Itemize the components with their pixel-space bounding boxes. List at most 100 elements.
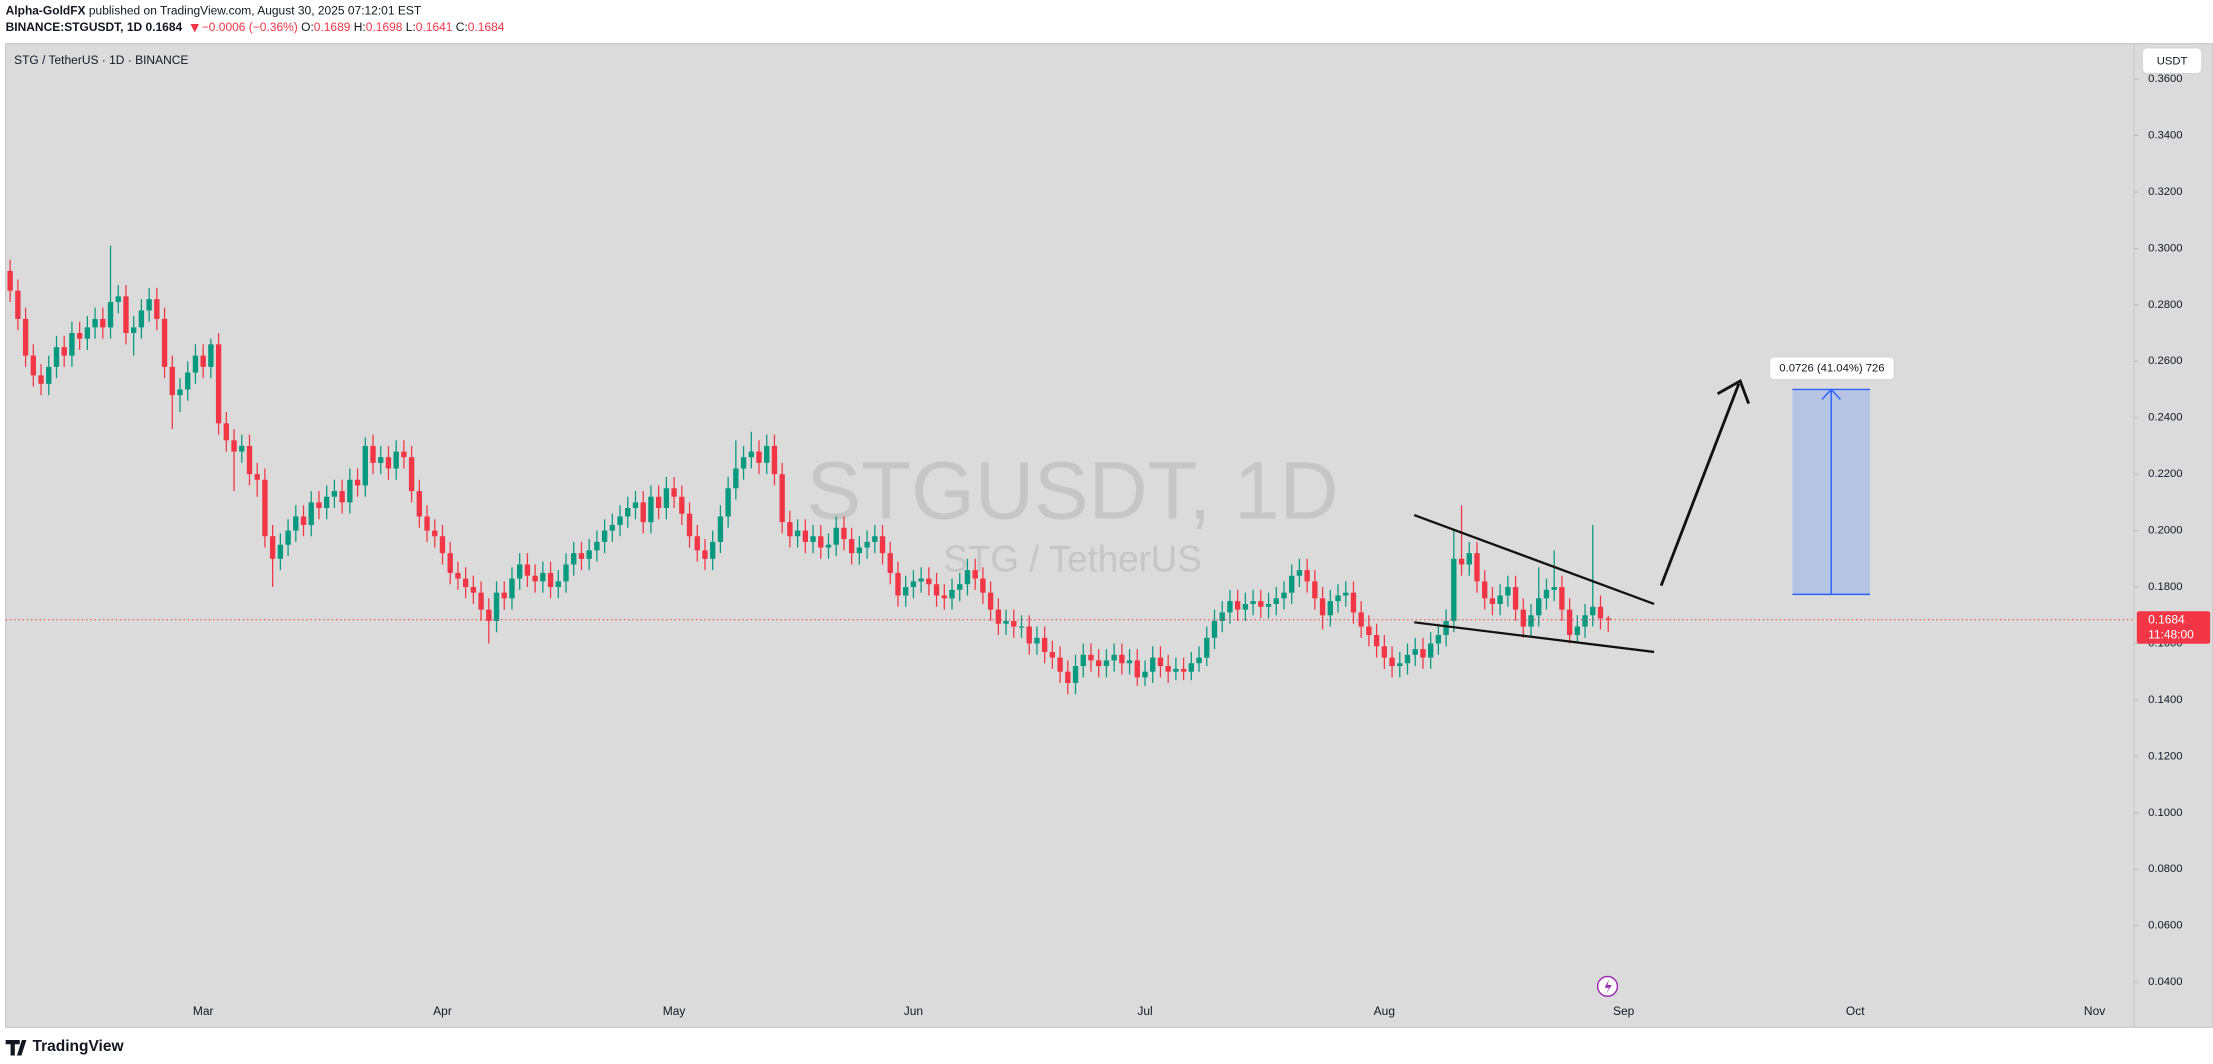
candle-body <box>802 530 809 542</box>
candle-body <box>555 581 561 588</box>
candle-body <box>478 592 484 610</box>
candle-body <box>957 584 963 590</box>
y-tick-label: 0.1400 <box>2148 694 2182 706</box>
candle-body <box>1003 620 1009 624</box>
candle-body <box>370 445 376 463</box>
candle-body <box>215 344 222 424</box>
candle-body <box>1551 587 1557 590</box>
candle-body <box>339 491 345 503</box>
candle-body <box>15 290 21 319</box>
candle-body <box>872 536 878 542</box>
wedge-upper <box>1413 514 1655 606</box>
h-value: 0.1698 <box>366 20 403 34</box>
candle-body <box>1312 581 1318 599</box>
y-tick-label: 0.0600 <box>2148 920 2182 932</box>
watermark-subtitle: STG / TetherUS <box>943 538 1201 579</box>
brand-logo <box>5 1040 27 1056</box>
x-tick-label: Apr <box>433 1004 452 1018</box>
candle-body <box>1597 606 1604 619</box>
candle-body <box>887 553 893 573</box>
candle-body <box>1443 620 1449 636</box>
candle-body <box>1466 553 1472 565</box>
candle-body <box>702 550 708 559</box>
candle-body <box>200 355 206 367</box>
candle-body <box>1582 615 1588 627</box>
down-arrow <box>190 23 200 33</box>
candle-body <box>1018 626 1025 628</box>
candle-body <box>1497 595 1503 604</box>
candle-body <box>903 587 909 596</box>
currency-button[interactable] <box>2142 47 2203 74</box>
candle-body <box>61 347 67 356</box>
candle-body <box>208 344 214 367</box>
candle-body <box>1289 575 1295 593</box>
candle-body <box>1520 609 1526 627</box>
candle-body <box>625 508 631 517</box>
candle-body <box>1458 558 1465 565</box>
candle-body <box>1350 592 1357 613</box>
candle-body <box>617 516 623 525</box>
last-price-label: 0.1684 <box>2148 613 2185 627</box>
candle-body <box>146 299 152 311</box>
candle-body <box>1281 592 1287 599</box>
x-tick-label: Jun <box>904 1004 923 1018</box>
candle-body <box>416 491 423 517</box>
candle-body <box>293 516 299 531</box>
chart-title: STG / TetherUS · 1D · BINANCE <box>14 53 188 67</box>
candle-body <box>1543 589 1550 599</box>
candle-body <box>995 609 1002 624</box>
candle-body <box>107 301 114 328</box>
ohlc-line: −0.0006 (−0.36%) O:0.1689 H:0.1698 L:0.1… <box>202 20 505 34</box>
y-tick-label: 0.1800 <box>2148 581 2182 593</box>
candle-body <box>1041 637 1048 652</box>
candle-body <box>385 457 392 469</box>
o-label: O: <box>301 20 314 34</box>
x-tick-label: Jul <box>1137 1004 1152 1018</box>
candle-body <box>1150 657 1156 672</box>
candle-body <box>1335 595 1341 602</box>
candle-body <box>432 530 438 537</box>
candle-body <box>239 445 245 452</box>
l-label: L: <box>406 20 416 34</box>
candle-body <box>1096 660 1102 667</box>
candle-body <box>1590 606 1596 616</box>
candle-body <box>1196 657 1202 664</box>
candle-body <box>972 570 978 579</box>
candle-body <box>1111 654 1117 661</box>
candle-body <box>254 474 260 480</box>
y-tick-label: 0.2200 <box>2148 468 2182 480</box>
currency-label[interactable]: USDT <box>2157 55 2188 67</box>
candle-body <box>92 318 98 328</box>
candle-body <box>1188 663 1195 672</box>
candle-body <box>1559 587 1565 610</box>
candle-body <box>694 536 700 551</box>
candle-body <box>1397 663 1403 667</box>
candle-body <box>378 457 384 463</box>
candle-body <box>1227 601 1233 613</box>
last-price-tag <box>2136 611 2211 644</box>
wedge-lower <box>1414 621 1655 654</box>
watermark: STGUSDT, 1D <box>807 445 1339 536</box>
candle-body <box>1505 587 1511 596</box>
y-tick-label: 0.1000 <box>2148 807 2182 819</box>
candle-body <box>1126 660 1133 664</box>
candle-body <box>123 296 129 334</box>
candle-body <box>76 333 83 339</box>
candle-body <box>347 479 353 503</box>
change: −0.0006 (−0.36%) <box>202 20 298 34</box>
candle-body <box>1258 601 1264 607</box>
candle-body <box>710 541 716 559</box>
candle-body <box>1451 558 1457 621</box>
x-tick-label: Aug <box>1374 1004 1395 1018</box>
candle-body <box>246 445 253 475</box>
candle-body <box>262 479 268 537</box>
candle-body <box>1065 671 1071 683</box>
y-tick-label: 0.2800 <box>2148 299 2182 311</box>
candle-body <box>100 318 106 328</box>
candle-body <box>833 527 839 545</box>
candle-body <box>7 270 13 291</box>
candle-body <box>1180 668 1187 672</box>
candle-body <box>540 572 546 582</box>
candle-body <box>841 527 847 540</box>
